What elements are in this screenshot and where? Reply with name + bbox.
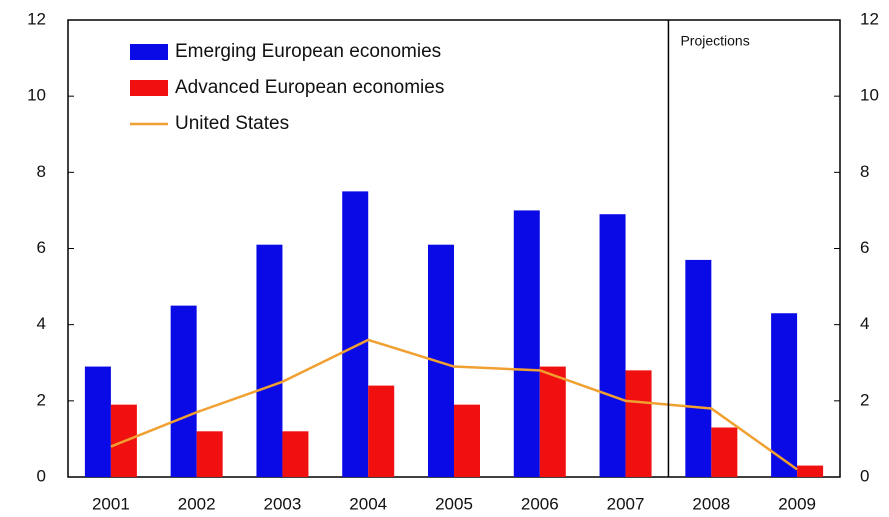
x-tick-label: 2007	[607, 494, 645, 513]
bar	[454, 404, 480, 477]
bar	[771, 313, 798, 477]
x-tick-label: 2008	[692, 494, 730, 513]
bar	[685, 259, 712, 477]
y2-tick-label: 8	[860, 162, 869, 181]
y-tick-label: 4	[37, 314, 46, 333]
bar	[342, 191, 369, 477]
bar	[256, 244, 283, 477]
y-tick-label: 2	[37, 390, 46, 409]
y2-tick-label: 2	[860, 390, 869, 409]
bar	[513, 210, 540, 477]
legend-swatch	[130, 44, 168, 60]
y-tick-label: 0	[37, 466, 46, 485]
bar	[625, 370, 652, 477]
x-tick-label: 2005	[435, 494, 473, 513]
bar	[196, 431, 223, 477]
legend-label: Advanced European economies	[175, 77, 444, 98]
annotation: Projections	[680, 33, 749, 49]
bar	[797, 465, 824, 477]
y2-tick-label: 0	[860, 466, 869, 485]
y2-tick-label: 12	[860, 9, 879, 28]
x-tick-label: 2004	[349, 494, 387, 513]
legend-swatch	[130, 80, 168, 96]
legend-label: Emerging European economies	[175, 41, 441, 62]
x-tick-label: 2001	[92, 494, 130, 513]
bar	[282, 431, 309, 477]
y2-tick-label: 6	[860, 238, 869, 257]
y2-tick-label: 10	[860, 86, 879, 105]
y-tick-label: 8	[37, 162, 46, 181]
bar	[368, 385, 395, 477]
bar	[539, 366, 566, 477]
y-tick-label: 10	[27, 86, 46, 105]
x-tick-label: 2002	[178, 494, 216, 513]
x-tick-label: 2006	[521, 494, 559, 513]
y2-tick-label: 4	[860, 314, 869, 333]
bar	[599, 214, 626, 477]
legend-label: United States	[175, 113, 289, 134]
line-series	[110, 338, 798, 471]
y-tick-label: 6	[37, 238, 46, 257]
x-tick-label: 2003	[264, 494, 302, 513]
x-tick-label: 2009	[778, 494, 816, 513]
bar	[711, 427, 738, 477]
y-tick-label: 12	[27, 9, 46, 28]
bar	[170, 305, 197, 477]
bar	[84, 366, 111, 477]
